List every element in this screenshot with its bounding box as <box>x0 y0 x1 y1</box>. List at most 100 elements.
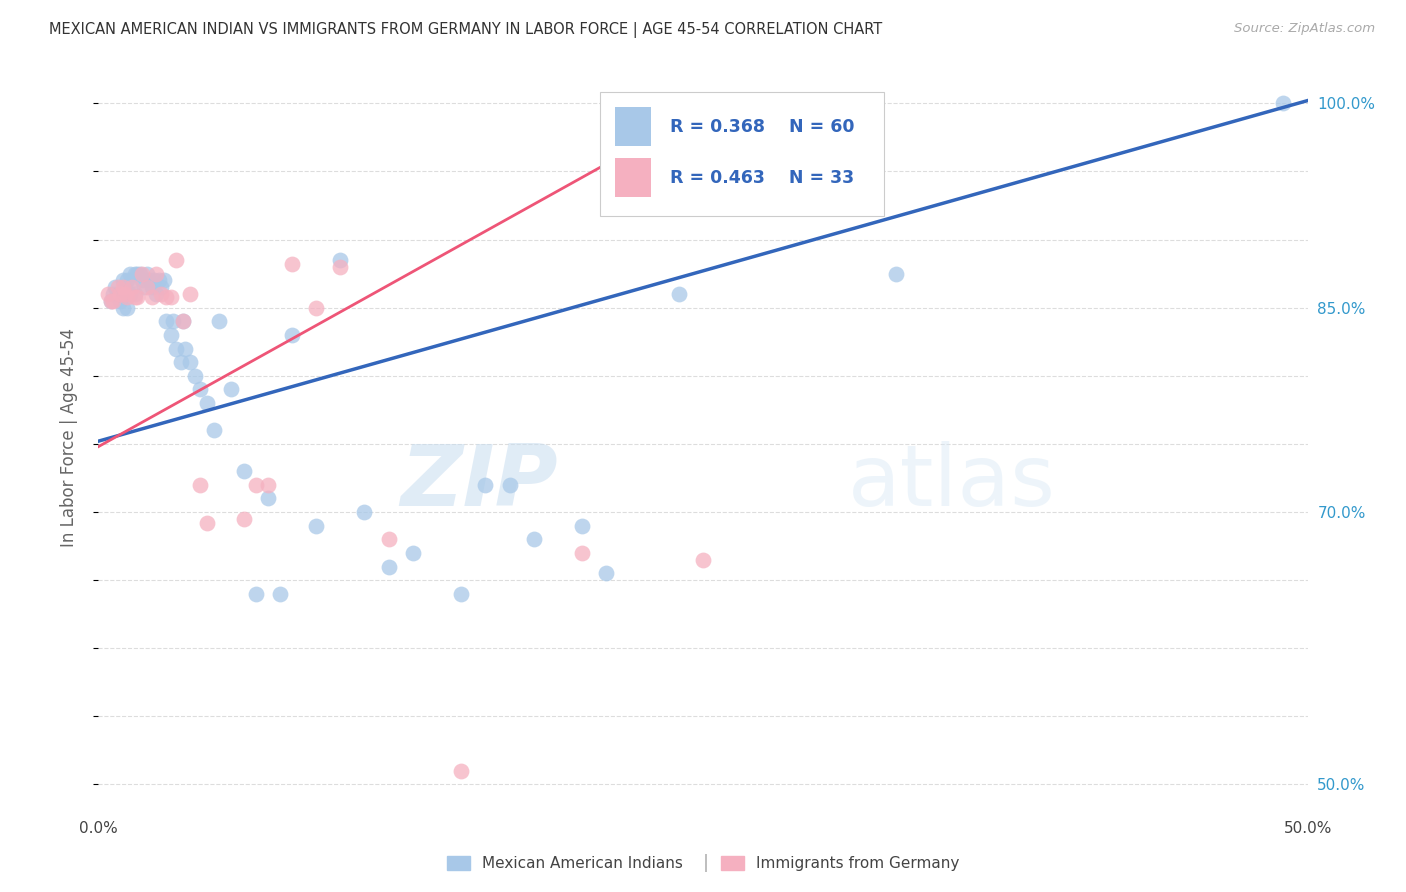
Text: R = 0.463    N = 33: R = 0.463 N = 33 <box>671 169 855 186</box>
Point <box>195 396 218 410</box>
Point <box>256 491 278 506</box>
Point <box>353 505 375 519</box>
Point <box>329 252 352 267</box>
Point <box>571 518 593 533</box>
Point <box>104 280 127 294</box>
Point <box>474 477 496 491</box>
Point <box>97 287 120 301</box>
Point <box>523 533 546 547</box>
Point <box>305 301 328 315</box>
Point <box>135 280 157 294</box>
Point <box>141 280 163 294</box>
Point <box>152 273 174 287</box>
Point <box>172 314 194 328</box>
Point <box>165 252 187 267</box>
Text: |: | <box>703 855 709 872</box>
Point <box>131 273 153 287</box>
Point <box>498 477 520 491</box>
Point <box>114 287 136 301</box>
Point <box>141 290 163 304</box>
Point <box>128 267 150 281</box>
Point <box>121 273 143 287</box>
Point <box>179 287 201 301</box>
Point <box>188 383 211 397</box>
Point <box>269 587 291 601</box>
Point <box>100 293 122 308</box>
Point <box>107 287 129 301</box>
Point <box>121 280 143 294</box>
Point <box>281 327 304 342</box>
Point <box>127 290 149 304</box>
Point <box>101 287 124 301</box>
Point <box>131 267 153 281</box>
Point <box>571 546 593 560</box>
Point <box>195 516 218 530</box>
Legend: Mexican American Indians, Immigrants from Germany: Mexican American Indians, Immigrants fro… <box>440 849 966 877</box>
Point <box>155 290 177 304</box>
Point <box>155 314 177 328</box>
Point <box>160 327 183 342</box>
Point <box>886 267 908 281</box>
FancyBboxPatch shape <box>600 93 884 216</box>
Text: atlas: atlas <box>848 441 1056 524</box>
Point <box>172 314 194 328</box>
Point <box>162 314 184 328</box>
Text: MEXICAN AMERICAN INDIAN VS IMMIGRANTS FROM GERMANY IN LABOR FORCE | AGE 45-54 CO: MEXICAN AMERICAN INDIAN VS IMMIGRANTS FR… <box>49 22 883 38</box>
Point <box>107 280 129 294</box>
Point <box>179 355 201 369</box>
Point <box>150 280 173 294</box>
Point <box>124 290 146 304</box>
Point <box>281 257 304 271</box>
Point <box>204 423 226 437</box>
Point <box>111 273 134 287</box>
Text: R = 0.368    N = 60: R = 0.368 N = 60 <box>671 118 855 136</box>
Point <box>329 260 352 274</box>
Point <box>100 293 122 308</box>
Point <box>184 368 207 383</box>
Point <box>256 477 278 491</box>
Point <box>377 533 399 547</box>
Bar <box>614 159 651 197</box>
Point <box>118 267 141 281</box>
Point <box>145 287 167 301</box>
Point <box>117 273 139 287</box>
Point <box>114 280 136 294</box>
Point <box>174 342 197 356</box>
Point <box>377 559 399 574</box>
Point <box>188 477 211 491</box>
Point <box>138 273 160 287</box>
Point <box>124 287 146 301</box>
Point <box>134 280 156 294</box>
Point <box>148 273 170 287</box>
Text: Source: ZipAtlas.com: Source: ZipAtlas.com <box>1234 22 1375 36</box>
Point <box>450 587 472 601</box>
Text: ZIP: ZIP <box>401 441 558 524</box>
Point <box>145 267 167 281</box>
Point <box>117 301 139 315</box>
Point <box>305 518 328 533</box>
Point <box>221 383 243 397</box>
Y-axis label: In Labor Force | Age 45-54: In Labor Force | Age 45-54 <box>59 327 77 547</box>
Point <box>232 464 254 478</box>
Point <box>402 546 425 560</box>
Point <box>108 293 131 308</box>
Point <box>101 293 124 308</box>
Point <box>169 355 191 369</box>
Point <box>595 566 617 581</box>
Point <box>117 290 139 304</box>
Point <box>111 301 134 315</box>
Point <box>160 290 183 304</box>
Point <box>135 267 157 281</box>
Point <box>208 314 231 328</box>
Point <box>232 512 254 526</box>
Point <box>118 287 141 301</box>
Point <box>450 764 472 778</box>
Point <box>143 273 166 287</box>
Point <box>124 267 146 281</box>
Point <box>165 342 187 356</box>
Point <box>150 287 173 301</box>
Point <box>692 552 714 566</box>
Point <box>668 287 690 301</box>
Bar <box>614 107 651 146</box>
Point <box>108 287 131 301</box>
